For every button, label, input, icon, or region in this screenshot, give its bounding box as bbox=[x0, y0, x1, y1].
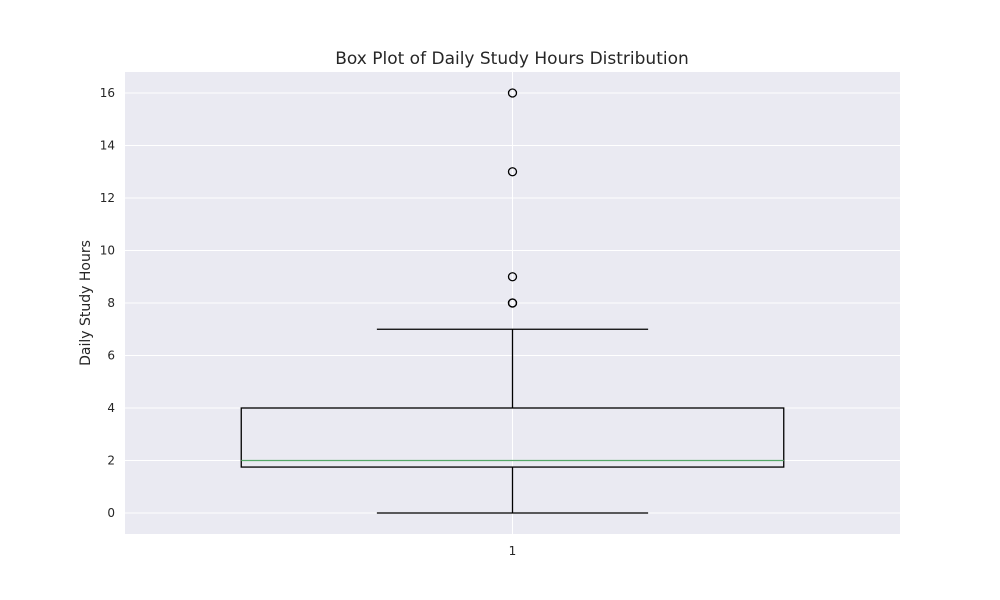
box-series bbox=[240, 88, 785, 514]
y-tick-label: 0 bbox=[107, 506, 115, 520]
y-tick-labels: 0 2 4 6 8 10 12 14 16 bbox=[100, 86, 115, 520]
y-tick-label: 10 bbox=[100, 244, 115, 258]
box-body bbox=[240, 407, 785, 468]
y-tick-label: 12 bbox=[100, 191, 115, 205]
y-tick-label: 2 bbox=[107, 454, 115, 468]
outlier-point bbox=[507, 272, 518, 282]
chart-title: Box Plot of Daily Study Hours Distributi… bbox=[335, 49, 689, 69]
x-tick-label: 1 bbox=[509, 544, 517, 558]
outlier-point bbox=[507, 88, 518, 98]
y-tick-label: 4 bbox=[107, 401, 115, 415]
y-tick-label: 8 bbox=[107, 296, 115, 310]
outlier-point bbox=[507, 298, 518, 308]
y-axis-label: Daily Study Hours bbox=[78, 240, 94, 366]
y-tick-label: 16 bbox=[100, 86, 115, 100]
y-tick-label: 6 bbox=[107, 349, 115, 363]
outlier-point bbox=[507, 167, 518, 177]
x-tick-labels: 1 bbox=[509, 544, 517, 558]
y-tick-label: 14 bbox=[100, 139, 115, 153]
